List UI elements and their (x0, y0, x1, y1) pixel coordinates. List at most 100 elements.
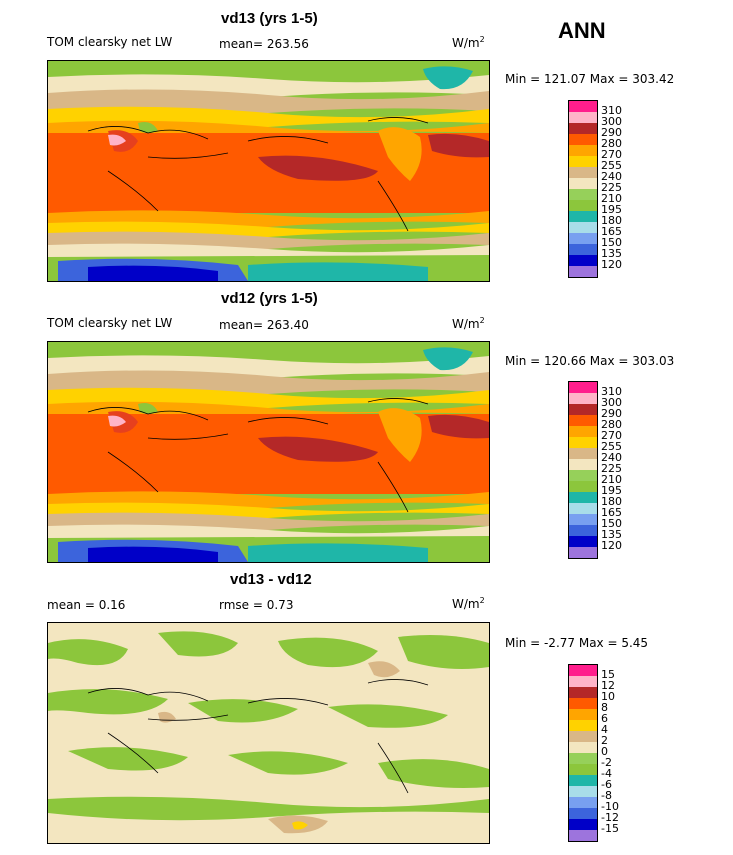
panel3-tick-7: 0 (601, 745, 608, 758)
panel3-coastlines (87, 679, 429, 794)
panel2-swatch-13 (569, 525, 597, 536)
panel2-title: vd12 (yrs 1-5) (221, 290, 318, 307)
panel2-swatch-8 (569, 470, 597, 481)
panel3-region-southern-band (48, 796, 489, 821)
panel2-swatch-9 (569, 481, 597, 492)
panel1-tick-5: 255 (601, 159, 622, 172)
panel3-tick-14: -15 (601, 822, 619, 835)
panel2-tick-5: 255 (601, 440, 622, 453)
panel3-mean-label: mean = 0.16 (47, 598, 126, 612)
panel1-map (47, 60, 490, 282)
panel3-region-5 (48, 689, 168, 715)
panel1-swatch-1 (569, 112, 597, 123)
panel3-tick-12: -10 (601, 800, 619, 813)
panel3-colorbar-box (568, 664, 598, 842)
panel1-swatch-5 (569, 156, 597, 167)
panel3-region-2 (158, 631, 238, 657)
season-label: ANN (558, 18, 606, 43)
panel3-swatch-12 (569, 797, 597, 808)
panel2-region-sahara-max (108, 415, 126, 427)
panel3-tick-1: 12 (601, 679, 615, 692)
panel1-swatch-0 (569, 101, 597, 112)
panel2-colorbar-box (568, 381, 598, 559)
panel2-tick-10: 180 (601, 495, 622, 508)
panel2-swatch-14 (569, 536, 597, 547)
panel3-swatch-5 (569, 720, 597, 731)
panel2-swatch-3 (569, 415, 597, 426)
panel2-map (47, 341, 490, 563)
panel3-minmax: Min = -2.77 Max = 5.45 (505, 636, 649, 650)
panel3-region-7 (328, 704, 448, 728)
panel2-swatch-15 (569, 547, 597, 558)
panel1-swatch-14 (569, 255, 597, 266)
panel3-region-3 (278, 637, 378, 668)
panel1-mean-label: mean= 263.56 (219, 37, 309, 51)
panel3-swatch-15 (569, 830, 597, 841)
panel3-swatch-8 (569, 753, 597, 764)
panel2-tick-8: 210 (601, 473, 622, 486)
panel3-tick-8: -2 (601, 756, 612, 769)
panel3-swatch-11 (569, 786, 597, 797)
panel1-region-sahara-max (108, 134, 126, 146)
panel3-rmse-label: rmse = 0.73 (219, 598, 294, 612)
panel1-swatch-7 (569, 178, 597, 189)
panel3-swatch-3 (569, 698, 597, 709)
panel1-region-greenland (423, 66, 473, 90)
panel2-swatch-10 (569, 492, 597, 503)
panel1-tick-13: 135 (601, 247, 622, 260)
panel3-region-1 (48, 639, 128, 666)
panel3-region-positive-1 (368, 661, 400, 678)
panel3-region-9 (228, 751, 348, 775)
panel2-region-pacific-warmpool-e (258, 436, 378, 462)
panel2-swatch-11 (569, 503, 597, 514)
panel2-tick-3: 280 (601, 418, 622, 431)
panel1-colorbar-box (568, 100, 598, 278)
panel2-region-greenland (423, 347, 473, 371)
panel1-swatch-4 (569, 145, 597, 156)
panel3-swatch-9 (569, 764, 597, 775)
panel2-tick-9: 195 (601, 484, 622, 497)
panel2-variable-label: TOM clearsky net LW (47, 316, 173, 330)
panel1-tick-11: 165 (601, 225, 622, 238)
panel2-minmax: Min = 120.66 Max = 303.03 (505, 354, 675, 368)
panel3-region-6 (188, 699, 298, 723)
panel3-tick-5: 4 (601, 723, 608, 736)
panel2-tick-0: 310 (601, 385, 622, 398)
panel3-map (47, 622, 490, 844)
panel2-region-south-america (378, 408, 422, 462)
panel1-tick-2: 290 (601, 126, 622, 139)
panel3-swatch-0 (569, 665, 597, 676)
panel1-units: W/m2 (452, 35, 485, 50)
panel1-region-tibet (138, 122, 158, 133)
panel3-swatch-2 (569, 687, 597, 698)
panel1-tick-14: 120 (601, 258, 622, 271)
panel2-tick-2: 290 (601, 407, 622, 420)
panel3-swatch-10 (569, 775, 597, 786)
panel1-variable-label: TOM clearsky net LW (47, 35, 173, 49)
panel3-tick-10: -6 (601, 778, 612, 791)
panel2-units: W/m2 (452, 316, 485, 331)
panel1-region-atlantic-warm (428, 133, 489, 158)
panel3-swatch-13 (569, 808, 597, 819)
panel2-coastlines (87, 398, 429, 513)
panel1-tick-10: 180 (601, 214, 622, 227)
panel2-region-antarctica-core (88, 546, 218, 562)
panel2-tick-7: 225 (601, 462, 622, 475)
panel1-swatch-10 (569, 211, 597, 222)
panel1-swatch-8 (569, 189, 597, 200)
panel2-tick-1: 300 (601, 396, 622, 409)
panel1-swatch-12 (569, 233, 597, 244)
panel1-tick-1: 300 (601, 115, 622, 128)
panel2-tick-14: 120 (601, 539, 622, 552)
panel2-swatch-0 (569, 382, 597, 393)
panel3-swatch-4 (569, 709, 597, 720)
panel2-swatch-2 (569, 404, 597, 415)
panel2-swatch-4 (569, 426, 597, 437)
panel1-swatch-2 (569, 123, 597, 134)
panel3-tick-3: 8 (601, 701, 608, 714)
panel1-region-antarctica-west (248, 262, 428, 281)
panel2-mean-label: mean= 263.40 (219, 318, 309, 332)
panel3-tick-13: -12 (601, 811, 619, 824)
panel1-swatch-9 (569, 200, 597, 211)
panel3-swatch-7 (569, 742, 597, 753)
